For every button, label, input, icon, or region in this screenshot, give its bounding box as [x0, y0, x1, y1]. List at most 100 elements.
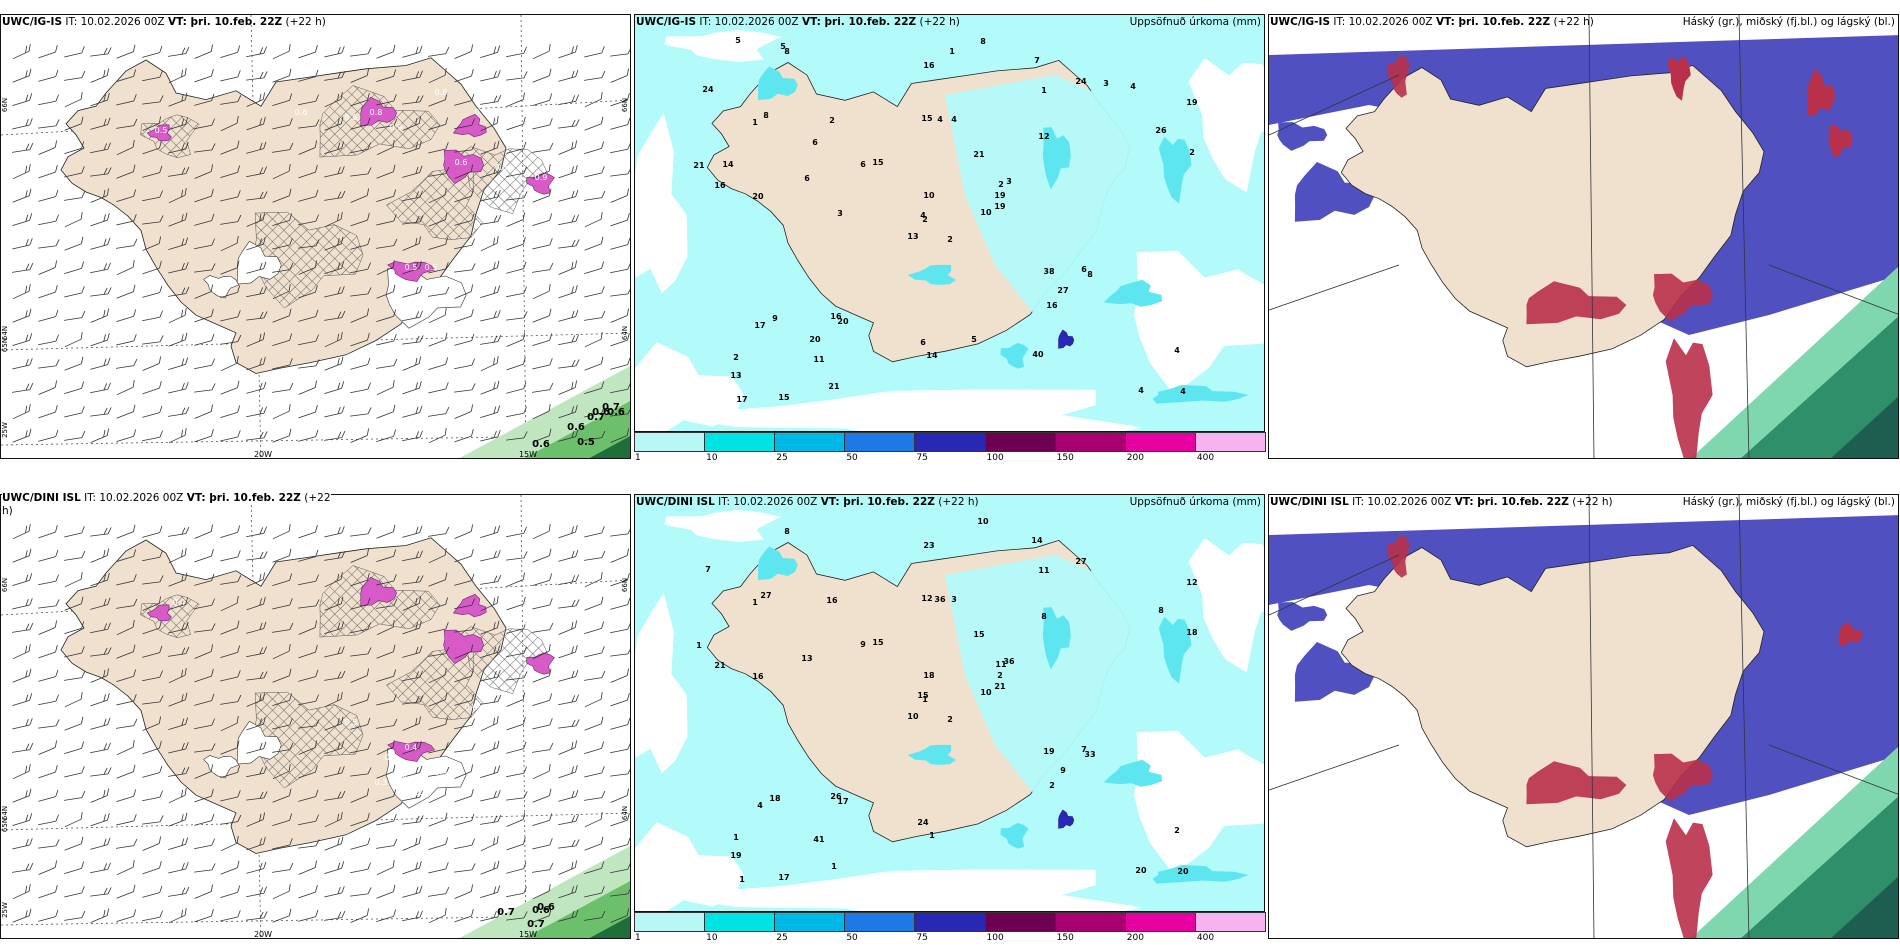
wind-barb	[246, 212, 266, 227]
wind-barb	[532, 742, 554, 753]
wind-barb	[116, 214, 137, 226]
wind-barb	[220, 310, 241, 322]
wind-barb	[168, 622, 189, 634]
wind-barb	[246, 621, 267, 634]
wind-barb	[220, 885, 241, 899]
precip-value: 2	[829, 116, 835, 125]
precip-value: 15	[921, 114, 933, 123]
wind-barb	[272, 764, 291, 780]
value-label: 0.8	[495, 163, 508, 172]
wind-barb	[324, 790, 346, 801]
precip-value: 16	[752, 672, 764, 681]
wind-barb	[12, 573, 33, 587]
wind-barb	[12, 622, 34, 633]
value-label: 0.6	[532, 439, 550, 450]
wind-barb	[558, 669, 579, 682]
wind-barb	[506, 886, 527, 898]
precip-value: 3	[1103, 79, 1109, 88]
wind-barb	[142, 550, 163, 562]
wind-barb	[350, 812, 370, 827]
wind-barb	[454, 308, 474, 323]
wind-barb	[480, 910, 501, 922]
precip-value: 18	[769, 794, 781, 803]
precip-value: 11	[813, 355, 825, 364]
mid-cloud	[1667, 56, 1691, 101]
wind-barb	[272, 333, 293, 347]
wind-barb	[246, 71, 268, 81]
wind-barb	[454, 383, 476, 393]
wind-barb	[610, 692, 630, 707]
colorbar-swatch	[914, 912, 986, 932]
wind-barb	[168, 548, 187, 564]
wind-barb	[610, 142, 630, 154]
wind-barb	[558, 239, 580, 249]
panel-title: UWC/IG-IS IT: 10.02.2026 00Z VT: þri. 10…	[2, 16, 326, 28]
wind-barb	[298, 119, 320, 129]
wind-barb	[532, 644, 551, 660]
wind-barb	[376, 214, 397, 226]
colorbar-tick: 150	[1056, 453, 1074, 463]
wind-barb	[350, 767, 372, 777]
precip-value: 23	[923, 541, 934, 550]
boundary-line	[1269, 74, 1400, 136]
wind-barb	[298, 839, 320, 849]
colorbar-swatch	[844, 432, 916, 452]
wind-barb	[64, 310, 86, 321]
wind-barb	[584, 596, 604, 611]
wind-barb	[298, 620, 318, 635]
wind-barb	[350, 862, 371, 874]
wind-barb	[506, 212, 526, 227]
wind-barb	[64, 550, 86, 561]
wind-barb	[168, 188, 187, 204]
latitude-label: 64N	[621, 326, 629, 340]
wind-barb	[220, 620, 240, 635]
wind-barb	[558, 860, 578, 875]
wind-barb	[402, 70, 423, 82]
wind-barb	[610, 717, 630, 730]
wind-barb	[428, 548, 447, 564]
wind-barb	[38, 284, 58, 299]
wind-barb	[116, 358, 138, 369]
wind-barb	[402, 95, 424, 105]
wind-barb	[610, 767, 630, 777]
colorbar-tick: 75	[916, 933, 928, 943]
wind-barb	[168, 886, 190, 897]
wind-barb	[402, 356, 422, 371]
wind-barb	[90, 167, 112, 177]
wind-barb	[12, 548, 32, 563]
precip-value: 13	[801, 654, 812, 663]
wind-barb	[480, 165, 501, 179]
wind-barb	[116, 764, 136, 779]
wind-barb	[610, 167, 630, 177]
wind-barb	[168, 68, 187, 84]
wind-barb	[90, 908, 110, 923]
wind-barb	[90, 188, 110, 203]
wind-barb	[12, 382, 34, 393]
wind-barb	[376, 69, 397, 83]
wind-barb	[558, 164, 578, 179]
wind-barb	[584, 716, 604, 731]
colorbar-swatch	[1054, 912, 1126, 932]
wind-barb	[38, 260, 58, 275]
wind-barb	[90, 717, 111, 730]
wind-barb	[142, 860, 162, 875]
wind-barb	[454, 68, 474, 83]
wind-barb	[90, 862, 111, 874]
wind-barb	[142, 70, 163, 82]
wind-barb	[350, 188, 370, 203]
panel-subtitle: Háský (gr.), miðský (fj.bl.) og lágský (…	[1682, 496, 1895, 508]
wind-barb	[298, 214, 319, 226]
wind-barb	[480, 836, 499, 852]
wind-barb	[584, 621, 605, 635]
wind-barb	[532, 188, 552, 203]
cloud-map-dini	[1268, 494, 1899, 939]
precip-value: 12	[1186, 578, 1197, 587]
precip-value: 8	[980, 37, 986, 46]
wind-barb	[480, 70, 501, 82]
wind-barb	[402, 405, 423, 418]
wind-barb	[584, 572, 603, 588]
glacier	[236, 240, 282, 285]
wind-barb	[220, 116, 239, 132]
wind-barb	[12, 908, 32, 923]
wind-barb	[64, 572, 83, 588]
